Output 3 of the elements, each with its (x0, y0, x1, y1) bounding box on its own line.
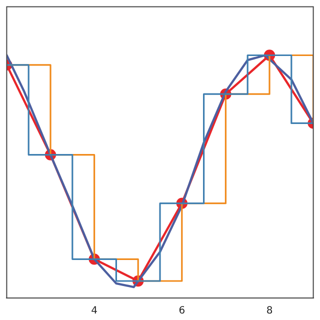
x-tick-label: 8 (266, 306, 273, 317)
x-tick-label: 6 (178, 306, 186, 317)
x-tick-label: 4 (91, 306, 98, 317)
